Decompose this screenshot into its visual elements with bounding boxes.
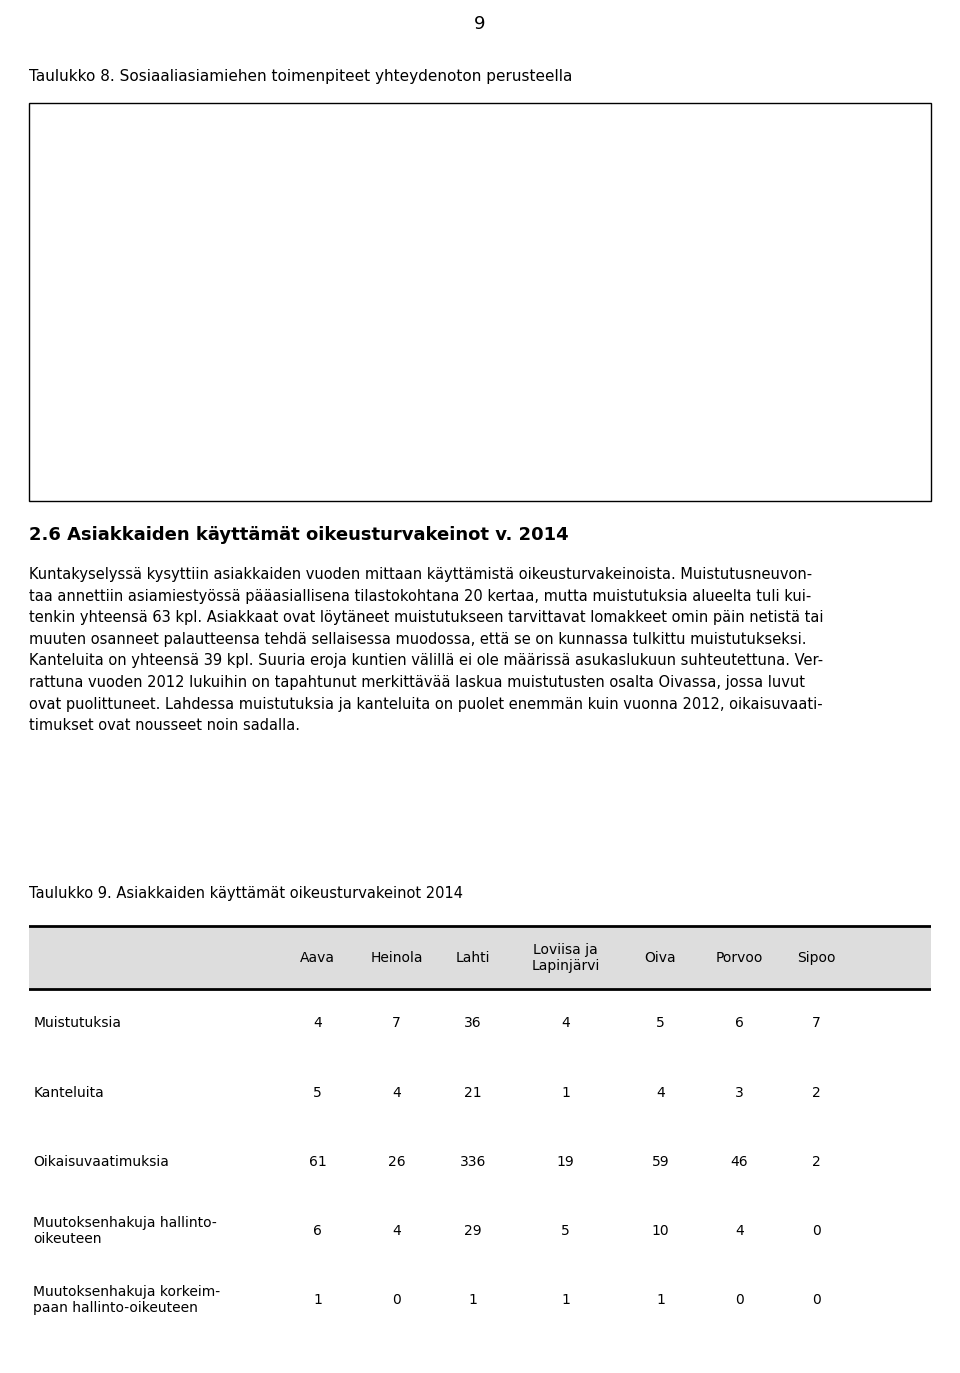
Bar: [637, 361, 675, 378]
Bar: [103, 199, 342, 272]
Bar: [86, 199, 103, 272]
Text: Muu toimenpide: Muu toimenpide: [686, 452, 782, 464]
FancyBboxPatch shape: [619, 124, 926, 481]
Bar: [637, 316, 675, 332]
Text: 6: 6: [735, 1016, 744, 1031]
Text: 10: 10: [652, 1223, 669, 1238]
Bar: [637, 450, 675, 467]
Text: 1: 1: [468, 1293, 478, 1307]
Bar: [637, 183, 675, 199]
Text: 5: 5: [313, 1086, 322, 1100]
Text: Muutoksenhakuja korkeim-
paan hallinto-oikeuteen: Muutoksenhakuja korkeim- paan hallinto-o…: [34, 1285, 221, 1315]
Text: Heinola: Heinola: [371, 950, 422, 965]
Text: 3: 3: [735, 1086, 744, 1100]
Text: 2: 2: [812, 1086, 821, 1100]
Bar: [413, 331, 428, 404]
Text: 19: 19: [557, 1155, 575, 1168]
Text: Kuntakyselyssä kysyttiin asiakkaiden vuoden mittaan käyttämistä oikeusturvakeino: Kuntakyselyssä kysyttiin asiakkaiden vuo…: [29, 567, 824, 733]
Text: Taulukko 9. Asiakkaiden käyttämät oikeusturvakeinot 2014: Taulukko 9. Asiakkaiden käyttämät oikeus…: [29, 887, 463, 901]
Bar: [637, 405, 675, 422]
Text: 0: 0: [735, 1293, 744, 1307]
Text: Aava: Aava: [300, 950, 335, 965]
Text: 4: 4: [313, 1016, 322, 1031]
Text: 94: 94: [479, 360, 500, 375]
Bar: [380, 199, 398, 272]
Bar: [543, 199, 605, 272]
Text: 0: 0: [392, 1293, 401, 1307]
Text: 59: 59: [652, 1155, 669, 1168]
Text: Muistutuksia: Muistutuksia: [34, 1016, 121, 1031]
Text: 141: 141: [206, 228, 238, 243]
Text: 61: 61: [309, 1155, 326, 1168]
Text: 1: 1: [656, 1293, 665, 1307]
Bar: [525, 199, 543, 272]
Bar: [398, 331, 413, 404]
Text: 20: 20: [348, 228, 369, 243]
Text: Porvoo: Porvoo: [716, 950, 763, 965]
Text: 75: 75: [451, 228, 472, 243]
Bar: [354, 331, 398, 404]
Bar: [86, 331, 103, 404]
Text: 5: 5: [656, 1016, 665, 1031]
Text: Sipoo: Sipoo: [797, 950, 835, 965]
Text: 2: 2: [812, 1155, 821, 1168]
Text: 21: 21: [465, 1086, 482, 1100]
Text: Neuvonta: Neuvonta: [686, 184, 744, 196]
Text: 26: 26: [388, 1155, 405, 1168]
Text: 9: 9: [474, 15, 486, 33]
Text: 336: 336: [460, 1155, 487, 1168]
Text: 6: 6: [313, 1223, 322, 1238]
Text: Vaikuttamistoiminta: Vaikuttamistoiminta: [686, 408, 805, 420]
Text: 7: 7: [812, 1016, 821, 1031]
Text: 29: 29: [465, 1223, 482, 1238]
Text: 7: 7: [392, 1016, 401, 1031]
Bar: [103, 331, 354, 404]
Text: Oikaisuvaatimuksia: Oikaisuvaatimuksia: [34, 1155, 169, 1168]
Text: Taulukko 8. Sosiaaliasiamiehen toimenpiteet yhteydenoton perusteella: Taulukko 8. Sosiaaliasiamiehen toimenpit…: [29, 69, 572, 84]
Bar: [550, 331, 564, 404]
Bar: [564, 331, 605, 404]
Text: 4: 4: [735, 1223, 744, 1238]
Text: 0: 0: [812, 1293, 821, 1307]
Text: 4: 4: [656, 1086, 665, 1100]
Text: 2.6 Asiakkaiden käyttämät oikeusturvakeinot v. 2014: 2.6 Asiakkaiden käyttämät oikeusturvakei…: [29, 526, 568, 545]
Text: 1: 1: [313, 1293, 322, 1307]
Text: Selvittäminen/sovittelu: Selvittäminen/sovittelu: [686, 362, 825, 375]
Text: 5: 5: [562, 1223, 570, 1238]
Text: Viesti vastaanotettu: Viesti vastaanotettu: [686, 140, 806, 152]
Bar: [637, 227, 675, 243]
Text: 4: 4: [562, 1016, 570, 1031]
Text: 4: 4: [392, 1086, 401, 1100]
Text: 36: 36: [465, 1016, 482, 1031]
Text: 4: 4: [392, 1223, 401, 1238]
Bar: [29, 927, 931, 989]
Text: Muutoksenhakuja hallinto-
oikeuteen: Muutoksenhakuja hallinto- oikeuteen: [34, 1216, 217, 1247]
Text: 46: 46: [731, 1155, 748, 1168]
Text: 1: 1: [562, 1086, 570, 1100]
Bar: [398, 199, 525, 272]
Text: Kanteluneuvonta: Kanteluneuvonta: [686, 273, 787, 286]
Bar: [375, 199, 380, 272]
Text: Muistutusneuvonta: Muistutusneuvonta: [686, 229, 801, 242]
Text: Oiva: Oiva: [645, 950, 676, 965]
Text: 33: 33: [366, 360, 387, 375]
Text: Muu oikeusturvaneuvonta: Muu oikeusturvaneuvonta: [686, 319, 841, 331]
Text: 1: 1: [562, 1293, 570, 1307]
Text: 0: 0: [812, 1223, 821, 1238]
Text: Loviisa ja
Lapinjärvi: Loviisa ja Lapinjärvi: [532, 943, 600, 972]
Bar: [637, 137, 675, 154]
Text: Kanteluita: Kanteluita: [34, 1086, 104, 1100]
Text: Lahti: Lahti: [456, 950, 491, 965]
Bar: [428, 331, 550, 404]
Bar: [342, 199, 375, 272]
Text: 189: 189: [213, 360, 245, 375]
Bar: [637, 272, 675, 288]
